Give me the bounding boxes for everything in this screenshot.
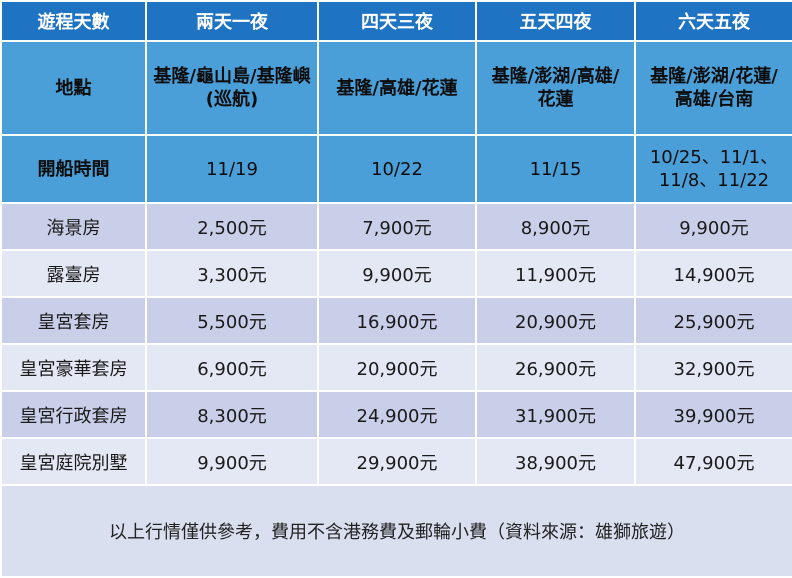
price-row-balcony: 露臺房 3,300元 9,900元 11,900元 14,900元 — [0, 249, 792, 298]
price-cell: 9,900元 — [145, 437, 319, 486]
price-row-ocean-view: 海景房 2,500元 7,900元 8,900元 9,900元 — [0, 202, 792, 251]
footnote: 以上行情僅供參考，費用不含港務費及郵輪小費（資料來源：雄獅旅遊） — [0, 484, 792, 578]
price-cell: 3,300元 — [145, 249, 319, 298]
price-cell: 14,900元 — [634, 249, 792, 298]
location-cell: 基隆/澎湖/花蓮/高雄/台南 — [634, 40, 792, 136]
price-row-palace-suite: 皇宮套房 5,500元 16,900元 20,900元 25,900元 — [0, 296, 792, 345]
departure-row: 開船時間 11/19 10/22 11/15 10/25、11/1、 11/8、1… — [0, 134, 792, 204]
price-cell: 2,500元 — [145, 202, 319, 251]
price-cell: 8,900元 — [475, 202, 636, 251]
price-cell: 11,900元 — [475, 249, 636, 298]
price-cell: 7,900元 — [317, 202, 477, 251]
header-row: 遊程天數 兩天一夜 四天三夜 五天四夜 六天五夜 — [0, 0, 792, 42]
room-name: 海景房 — [0, 202, 147, 251]
price-cell: 32,900元 — [634, 343, 792, 392]
departure-cell: 11/15 — [475, 134, 636, 204]
header-cell-4d3n: 四天三夜 — [317, 0, 477, 42]
location-cell: 基隆/澎湖/高雄/花蓮 — [475, 40, 636, 136]
price-cell: 16,900元 — [317, 296, 477, 345]
price-cell: 26,900元 — [475, 343, 636, 392]
price-cell: 20,900元 — [317, 343, 477, 392]
header-cell-6d5n: 六天五夜 — [634, 0, 792, 42]
price-row-palace-garden-villa: 皇宮庭院別墅 9,900元 29,900元 38,900元 47,900元 — [0, 437, 792, 486]
price-cell: 38,900元 — [475, 437, 636, 486]
header-cell-2d1n: 兩天一夜 — [145, 0, 319, 42]
room-name: 皇宮庭院別墅 — [0, 437, 147, 486]
location-cell: 基隆/高雄/花蓮 — [317, 40, 477, 136]
price-cell: 25,900元 — [634, 296, 792, 345]
price-cell: 24,900元 — [317, 390, 477, 439]
price-cell: 47,900元 — [634, 437, 792, 486]
room-name: 皇宮套房 — [0, 296, 147, 345]
price-cell: 29,900元 — [317, 437, 477, 486]
location-row: 地點 基隆/龜山島/基隆嶼 (巡航) 基隆/高雄/花蓮 基隆/澎湖/高雄/花蓮 基… — [0, 40, 792, 136]
price-row-palace-executive-suite: 皇宮行政套房 8,300元 24,900元 31,900元 39,900元 — [0, 390, 792, 439]
room-name: 露臺房 — [0, 249, 147, 298]
price-cell: 20,900元 — [475, 296, 636, 345]
price-cell: 5,500元 — [145, 296, 319, 345]
room-name: 皇宮行政套房 — [0, 390, 147, 439]
room-name: 皇宮豪華套房 — [0, 343, 147, 392]
departure-cell: 10/25、11/1、 11/8、11/22 — [634, 134, 792, 204]
price-cell: 9,900元 — [317, 249, 477, 298]
price-cell: 31,900元 — [475, 390, 636, 439]
location-label: 地點 — [0, 40, 147, 136]
departure-label: 開船時間 — [0, 134, 147, 204]
price-cell: 39,900元 — [634, 390, 792, 439]
departure-cell: 10/22 — [317, 134, 477, 204]
header-cell-days: 遊程天數 — [0, 0, 147, 42]
price-cell: 6,900元 — [145, 343, 319, 392]
header-cell-5d4n: 五天四夜 — [475, 0, 636, 42]
price-cell: 9,900元 — [634, 202, 792, 251]
price-row-palace-deluxe-suite: 皇宮豪華套房 6,900元 20,900元 26,900元 32,900元 — [0, 343, 792, 392]
location-cell: 基隆/龜山島/基隆嶼 (巡航) — [145, 40, 319, 136]
price-cell: 8,300元 — [145, 390, 319, 439]
departure-cell: 11/19 — [145, 134, 319, 204]
footnote-row: 以上行情僅供參考，費用不含港務費及郵輪小費（資料來源：雄獅旅遊） — [0, 484, 792, 578]
